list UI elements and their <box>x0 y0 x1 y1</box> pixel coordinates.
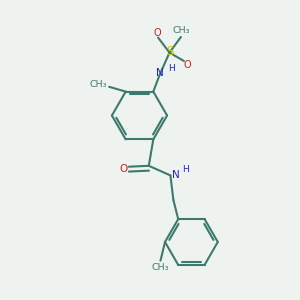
Text: CH₃: CH₃ <box>152 263 169 272</box>
Text: O: O <box>154 28 161 38</box>
Text: O: O <box>184 61 191 70</box>
Text: S: S <box>166 46 173 59</box>
Text: H: H <box>168 64 175 73</box>
Text: O: O <box>119 164 128 174</box>
Text: H: H <box>182 165 189 174</box>
Text: CH₃: CH₃ <box>172 26 190 35</box>
Text: CH₃: CH₃ <box>89 80 106 89</box>
Text: N: N <box>172 170 180 180</box>
Text: N: N <box>156 68 164 78</box>
